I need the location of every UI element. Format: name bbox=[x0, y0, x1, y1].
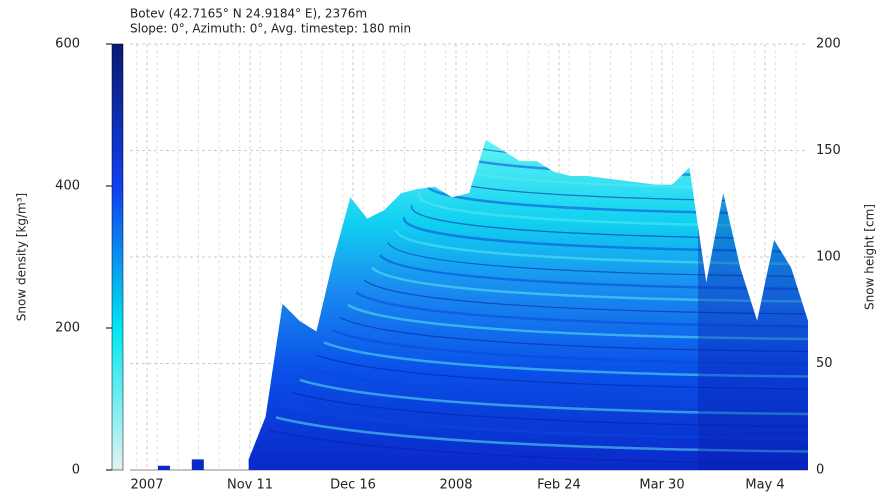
y2-tick-label: 200 bbox=[816, 37, 841, 52]
y2-tick-label: 50 bbox=[816, 356, 833, 371]
x-tick-label: Feb 24 bbox=[537, 478, 581, 493]
layer-streak bbox=[299, 378, 808, 416]
y2-tick-label: 100 bbox=[816, 250, 841, 265]
layer-streak bbox=[267, 429, 808, 465]
y-tick-label: 0 bbox=[72, 463, 80, 478]
layer-streak bbox=[291, 391, 808, 428]
y-tick-label: 200 bbox=[55, 321, 80, 336]
x-tick-label: 2008 bbox=[439, 478, 472, 493]
layer-streak bbox=[363, 279, 808, 315]
x-tick-label: Mar 30 bbox=[639, 478, 684, 493]
layer-streak bbox=[339, 316, 808, 353]
x-tick-label: Dec 16 bbox=[330, 478, 376, 493]
x-tick-label: Nov 11 bbox=[227, 478, 273, 493]
chart-subtitle: Slope: 0°, Azimuth: 0°, Avg. timestep: 1… bbox=[130, 22, 411, 36]
layer-streak bbox=[275, 416, 808, 453]
layer-streak bbox=[355, 291, 808, 328]
layer-streak bbox=[307, 366, 808, 403]
chart-title: Botev (42.7165° N 24.9184° E), 2376m bbox=[130, 7, 367, 21]
layer-streak bbox=[371, 266, 808, 303]
layer-streak bbox=[347, 303, 808, 341]
y-axis-label: Snow density [kg/m³] bbox=[15, 193, 29, 321]
y-tick-label: 600 bbox=[55, 37, 80, 52]
y2-tick-label: 150 bbox=[816, 143, 841, 158]
layer-streak bbox=[378, 254, 808, 291]
layer-streak bbox=[315, 354, 808, 390]
x-tick-label: 2007 bbox=[130, 478, 163, 493]
y2-axis-label: Snow height [cm] bbox=[863, 204, 877, 310]
layer-streak bbox=[457, 139, 808, 153]
y-tick-label: 400 bbox=[55, 179, 80, 194]
layer-streak bbox=[283, 403, 808, 441]
y2-tick-label: 0 bbox=[816, 463, 824, 478]
layer-streak bbox=[331, 328, 808, 366]
x-tick-label: May 4 bbox=[745, 478, 784, 493]
colorbar bbox=[111, 43, 124, 471]
layer-streak bbox=[323, 341, 808, 378]
